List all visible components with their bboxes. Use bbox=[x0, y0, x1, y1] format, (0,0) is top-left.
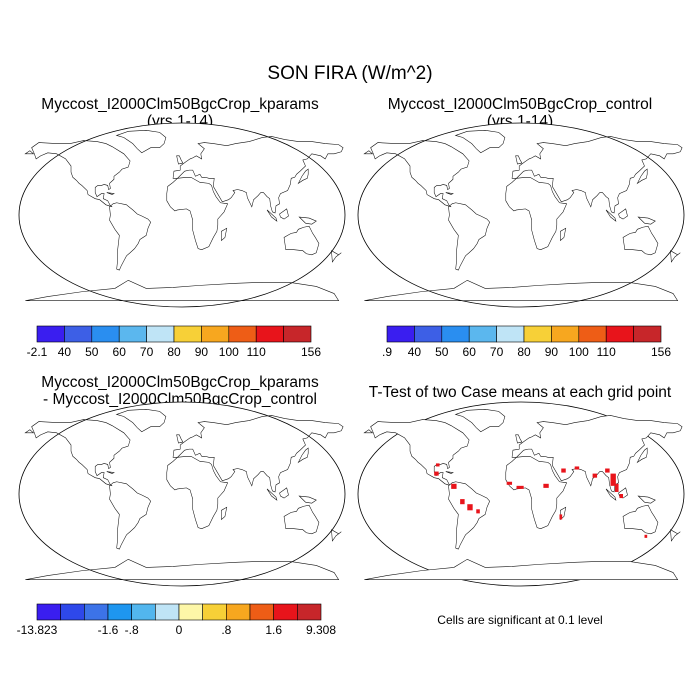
control-colorbar-box bbox=[523, 325, 552, 343]
difference-colorbar-label: -.8 bbox=[125, 623, 139, 637]
kparams-colorbar-label: 90 bbox=[195, 345, 209, 359]
kparams-colorbar-box bbox=[64, 325, 93, 343]
kparams-map bbox=[18, 122, 346, 308]
control-colorbar-label: 110 bbox=[597, 345, 616, 359]
kparams-colorbar-label: 100 bbox=[219, 345, 239, 359]
difference-colorbar-box bbox=[202, 603, 227, 621]
kparams-colorbar-label: 156 bbox=[301, 345, 321, 359]
difference-colorbar-label: 0 bbox=[176, 623, 183, 637]
kparams-colorbar-box bbox=[283, 325, 312, 343]
difference-colorbar-label: -13.823 bbox=[17, 623, 58, 637]
control-colorbar-box bbox=[414, 325, 443, 343]
kparams-colorbar-box bbox=[36, 325, 65, 343]
ttest-panel-title: T-Test of two Case means at each grid po… bbox=[350, 384, 690, 401]
kparams-colorbar-label: 80 bbox=[167, 345, 181, 359]
kparams-colorbar-box bbox=[255, 325, 284, 343]
control-colorbar-box bbox=[468, 325, 497, 343]
kparams-colorbar-box bbox=[91, 325, 120, 343]
control-colorbar-label: 156 bbox=[651, 345, 671, 359]
difference-colorbar-box bbox=[131, 603, 156, 621]
difference-colorbar-box bbox=[60, 603, 85, 621]
kparams-colorbar-box bbox=[228, 325, 257, 343]
control-colorbar-box bbox=[605, 325, 634, 343]
control-colorbar-box bbox=[386, 325, 415, 343]
control-colorbar-label: 60 bbox=[463, 345, 477, 359]
control-colorbar-box bbox=[441, 325, 470, 343]
kparams-colorbar-box bbox=[146, 325, 175, 343]
control-colorbar-label: 70 bbox=[490, 345, 504, 359]
kparams-colorbar-label: 50 bbox=[85, 345, 99, 359]
kparams-colorbar-box bbox=[118, 325, 147, 343]
difference-panel-title: Myccost_I2000Clm50BgcCrop_kparams - Mycc… bbox=[20, 374, 340, 408]
control-title-line1: Myccost_I2000Clm50BgcCrop_control bbox=[387, 96, 653, 113]
kparams-colorbar-box bbox=[201, 325, 230, 343]
kparams-colorbar-label: -2.1 bbox=[27, 345, 48, 359]
kparams-colorbar-label: 70 bbox=[140, 345, 154, 359]
kparams-colorbar-box bbox=[173, 325, 202, 343]
difference-colorbar-box bbox=[84, 603, 109, 621]
control-colorbar-label: .9 bbox=[382, 345, 392, 359]
difference-map bbox=[18, 401, 346, 587]
control-colorbar-box bbox=[496, 325, 525, 343]
control-map bbox=[357, 122, 685, 308]
control-colorbar-label: 40 bbox=[408, 345, 422, 359]
difference-colorbar: -13.823 -1.6 -.8 0 .8 1.6 9.308 bbox=[17, 603, 336, 637]
ttest-title-line1: T-Test of two Case means at each grid po… bbox=[368, 384, 672, 401]
difference-colorbar-box bbox=[36, 603, 61, 621]
difference-colorbar-box bbox=[249, 603, 274, 621]
difference-colorbar-label: 9.308 bbox=[306, 623, 336, 637]
difference-title-line1: Myccost_I2000Clm50BgcCrop_kparams bbox=[41, 374, 319, 391]
kparams-colorbar-label: 110 bbox=[247, 345, 266, 359]
difference-title-line2: - Myccost_I2000Clm50BgcCrop_control bbox=[43, 391, 317, 408]
kparams-colorbar-label: 40 bbox=[58, 345, 72, 359]
kparams-colorbar-label: 60 bbox=[113, 345, 127, 359]
difference-colorbar-label: -1.6 bbox=[98, 623, 119, 637]
kparams-title-line1: Myccost_I2000Clm50BgcCrop_kparams bbox=[41, 96, 319, 113]
significance-note: Cells are significant at 0.1 level bbox=[437, 613, 603, 627]
difference-colorbar-box bbox=[155, 603, 180, 621]
difference-colorbar-box bbox=[297, 603, 322, 621]
figure-title: SON FIRA (W/m^2) bbox=[267, 63, 433, 84]
control-colorbar-box bbox=[633, 325, 662, 343]
control-colorbar-label: 100 bbox=[569, 345, 589, 359]
control-colorbar-label: 50 bbox=[435, 345, 449, 359]
control-colorbar: .9 40 50 60 70 80 90 100 110 156 bbox=[382, 325, 671, 359]
difference-colorbar-label: .8 bbox=[221, 623, 231, 637]
difference-colorbar-box bbox=[273, 603, 298, 621]
ttest-land bbox=[363, 408, 683, 581]
difference-map-frame bbox=[18, 401, 346, 587]
kparams-colorbar: -2.1 40 50 60 70 80 90 100 110 156 bbox=[27, 325, 321, 359]
kparams-map-frame bbox=[18, 122, 346, 308]
difference-colorbar-box bbox=[178, 603, 203, 621]
control-colorbar-label: 80 bbox=[517, 345, 531, 359]
difference-colorbar-box bbox=[226, 603, 251, 621]
control-colorbar-box bbox=[551, 325, 580, 343]
difference-colorbar-label: 1.6 bbox=[265, 623, 282, 637]
ttest-significant-cells bbox=[434, 463, 648, 538]
control-colorbar-box bbox=[578, 325, 607, 343]
ttest-map bbox=[357, 401, 685, 587]
control-colorbar-label: 90 bbox=[545, 345, 559, 359]
difference-colorbar-box bbox=[107, 603, 132, 621]
control-map-frame bbox=[357, 122, 685, 308]
